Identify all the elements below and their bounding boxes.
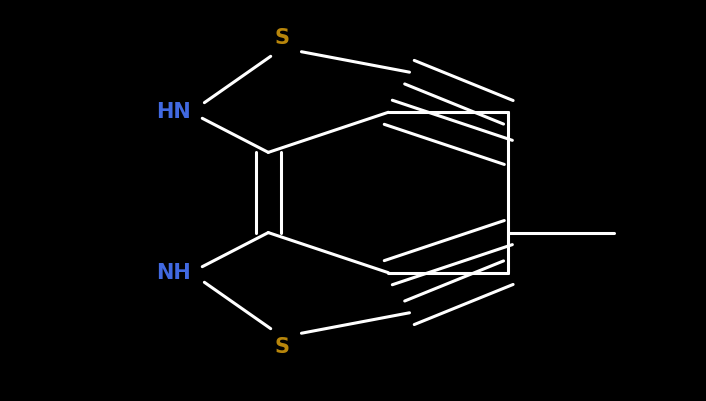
Text: S: S <box>275 28 290 48</box>
Text: S: S <box>275 337 290 357</box>
Text: NH: NH <box>156 263 191 283</box>
Text: HN: HN <box>156 102 191 122</box>
